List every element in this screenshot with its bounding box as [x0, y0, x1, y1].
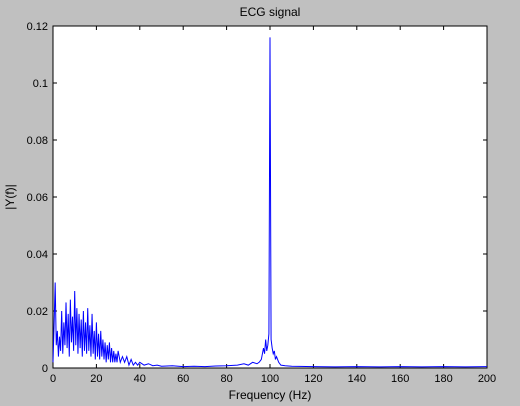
y-tick-label: 0.02	[27, 306, 48, 318]
x-tick-label: 60	[177, 373, 189, 385]
x-tick-label: 100	[261, 373, 279, 385]
x-tick-label: 180	[434, 373, 452, 385]
x-axis-label: Frequency (Hz)	[229, 388, 312, 402]
y-tick-label: 0.12	[27, 21, 48, 33]
y-tick-label: 0.08	[27, 135, 48, 147]
y-axis-label: |Y(f)|	[3, 184, 17, 210]
fft-magnitude-line	[52, 37, 488, 368]
y-axis-ticks: 0 0.02 0.04 0.06 0.08 0.1 0.12	[27, 21, 487, 375]
y-tick-label: 0.06	[27, 192, 48, 204]
chart-title: ECG signal	[240, 5, 301, 19]
x-tick-label: 20	[90, 373, 102, 385]
x-tick-label: 40	[134, 373, 146, 385]
x-tick-label: 120	[304, 373, 322, 385]
x-tick-label: 160	[391, 373, 409, 385]
x-tick-label: 0	[50, 373, 56, 385]
x-tick-label: 140	[348, 373, 366, 385]
y-tick-label: 0.04	[27, 249, 48, 261]
x-axis-ticks: 0 20 40 60 80 100 120 140 160 180 200	[50, 26, 496, 385]
x-tick-label: 80	[220, 373, 232, 385]
x-tick-label: 200	[478, 373, 496, 385]
y-tick-label: 0.1	[33, 78, 48, 90]
y-tick-label: 0	[42, 363, 48, 375]
